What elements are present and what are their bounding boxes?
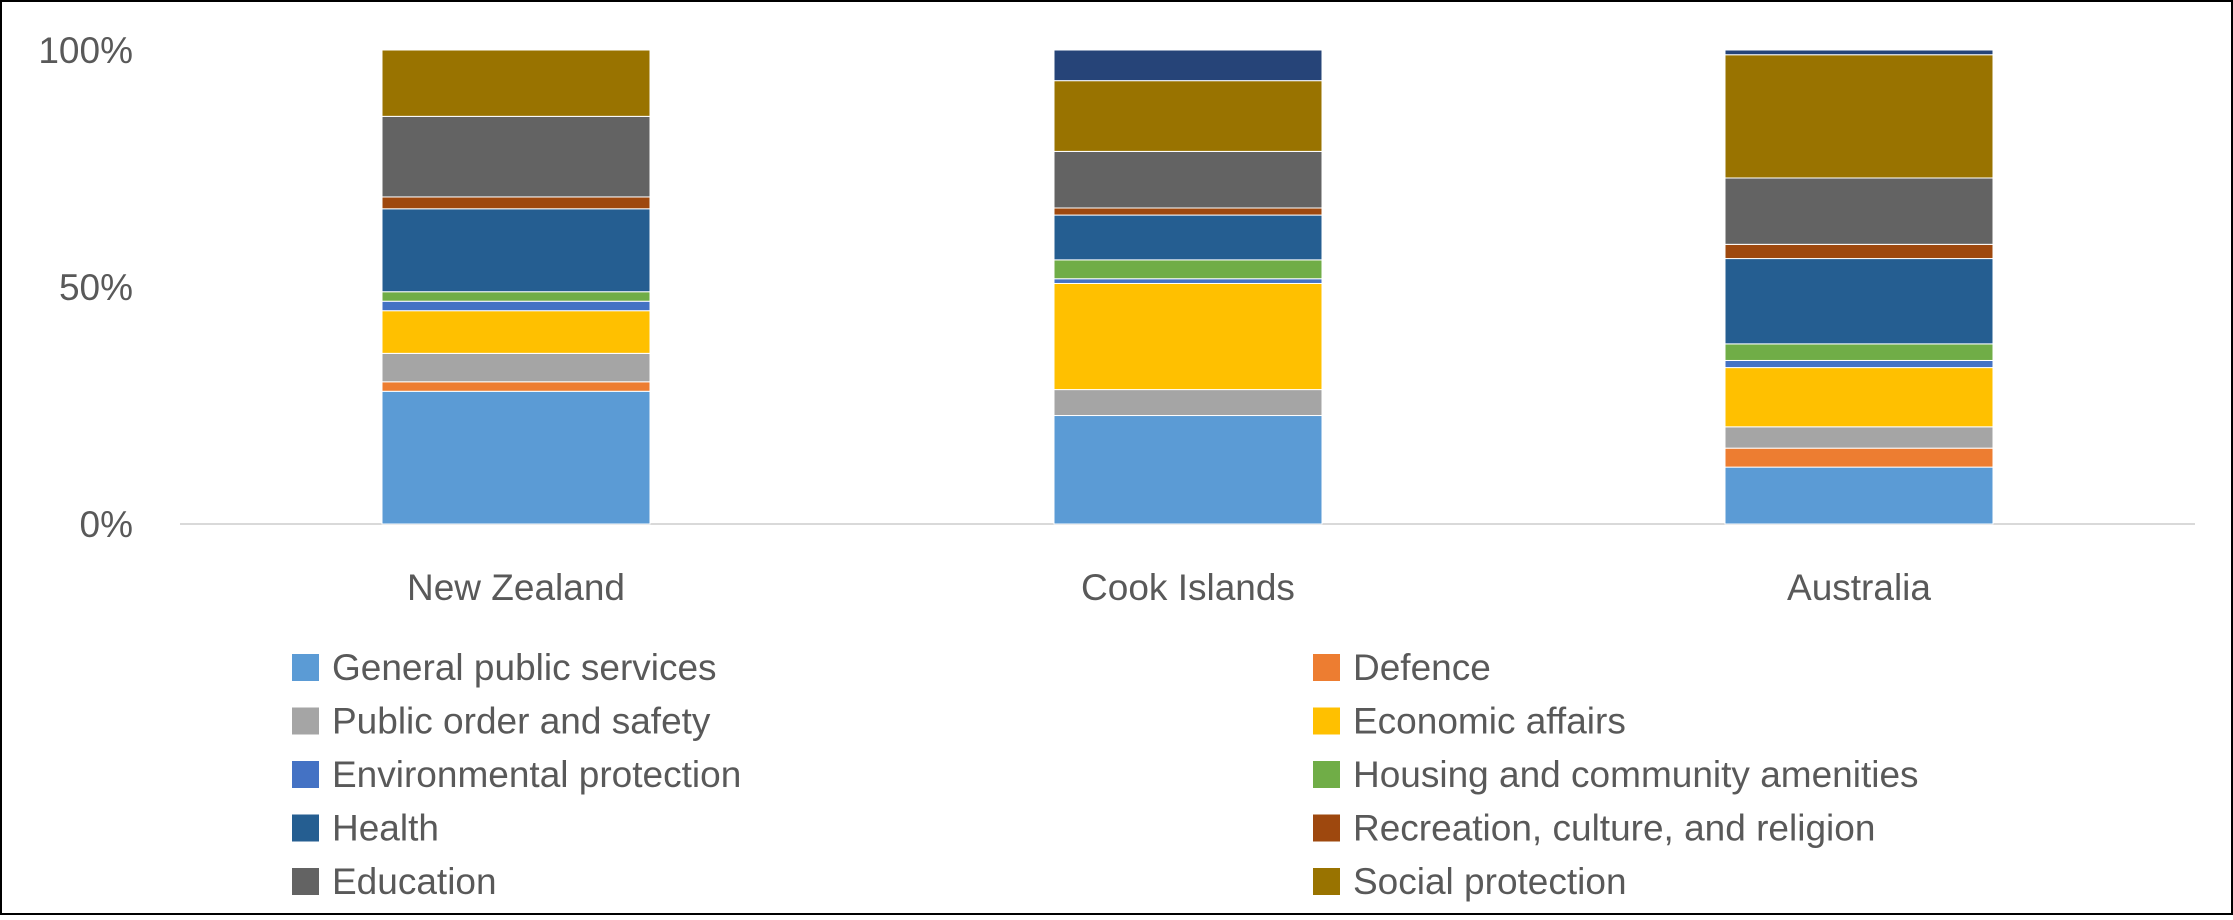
legend-item: Housing and community amenities [1313, 754, 1919, 795]
bar-segment [1724, 447, 1994, 468]
bar-segment [1724, 466, 1994, 525]
legend-item: Education [292, 861, 497, 902]
legend-label: Public order and safety [332, 701, 711, 742]
x-category-label: New Zealand [407, 567, 625, 608]
bars [381, 49, 1994, 525]
bar-segment [1053, 207, 1323, 216]
y-tick-label: 100% [38, 30, 133, 71]
legend-item: Defence [1313, 647, 1491, 688]
legend-swatch [1313, 868, 1340, 895]
bar-segment [1053, 278, 1323, 284]
legend-item: Health [292, 808, 439, 849]
bar-segment [1053, 415, 1323, 525]
legend-item: Social protection [1313, 861, 1627, 902]
legend-swatch [292, 707, 319, 735]
bar-segment [1724, 343, 1994, 361]
legend-item: General public services [292, 647, 717, 688]
y-tick-label: 50% [59, 267, 133, 308]
legend-label: Housing and community amenities [1353, 754, 1919, 795]
bar-segment [1053, 150, 1323, 209]
bar-segment [1053, 80, 1323, 152]
x-axis-labels: New Zealand Cook Islands Australia [407, 567, 1931, 608]
bar-segment [1724, 243, 1994, 260]
bar-segment [1724, 258, 1994, 345]
bar-segment [1053, 259, 1323, 280]
bar-segment [381, 390, 651, 525]
bar-segment [381, 381, 651, 392]
bar-segment [381, 115, 651, 198]
bar-segment [381, 196, 651, 210]
bar-segment [1053, 389, 1323, 417]
x-category-label: Cook Islands [1081, 567, 1295, 608]
y-tick-label: 0% [80, 504, 133, 545]
bar-segment [1724, 54, 1994, 179]
legend-item: Environmental protection [292, 754, 741, 795]
legend-swatch [1313, 654, 1340, 681]
legend-label: Recreation, culture, and religion [1353, 808, 1875, 849]
bar-segment [381, 49, 651, 117]
legend-swatch [1313, 814, 1340, 842]
legend-swatch [292, 654, 319, 681]
bar-segment [381, 291, 651, 302]
legend-label: Health [332, 808, 439, 849]
legend: General public services Defence Public ord… [292, 647, 1919, 902]
legend-label: Social protection [1353, 861, 1627, 902]
legend-swatch [292, 761, 319, 788]
legend-item: Recreation, culture, and religion [1313, 808, 1875, 849]
legend-label: General public services [332, 647, 717, 688]
legend-label: Education [332, 861, 497, 902]
x-category-label: Australia [1787, 567, 1931, 608]
bar-segment [381, 352, 651, 383]
bar-segment [1724, 49, 1994, 56]
legend-swatch [1313, 707, 1340, 735]
legend-swatch [292, 814, 319, 842]
y-axis-labels: 0% 50% 100% [38, 30, 133, 545]
legend-item: Economic affairs [1313, 701, 1626, 742]
bar-segment [1724, 426, 1994, 449]
bar-segment [1053, 282, 1323, 391]
bar-segment [1724, 367, 1994, 428]
legend-swatch [1313, 761, 1340, 788]
bar-segment [1724, 359, 1994, 369]
bar-segment [381, 208, 651, 293]
legend-label: Environmental protection [332, 754, 741, 795]
bar-segment [381, 310, 651, 354]
legend-item: Public order and safety [292, 701, 711, 742]
legend-label: Defence [1353, 647, 1491, 688]
bar-segment [1724, 177, 1994, 245]
bar-segment [381, 300, 651, 312]
bar-segment [1053, 214, 1323, 261]
bar-segment [1053, 49, 1323, 82]
legend-swatch [292, 868, 319, 895]
legend-label: Economic affairs [1353, 701, 1626, 742]
